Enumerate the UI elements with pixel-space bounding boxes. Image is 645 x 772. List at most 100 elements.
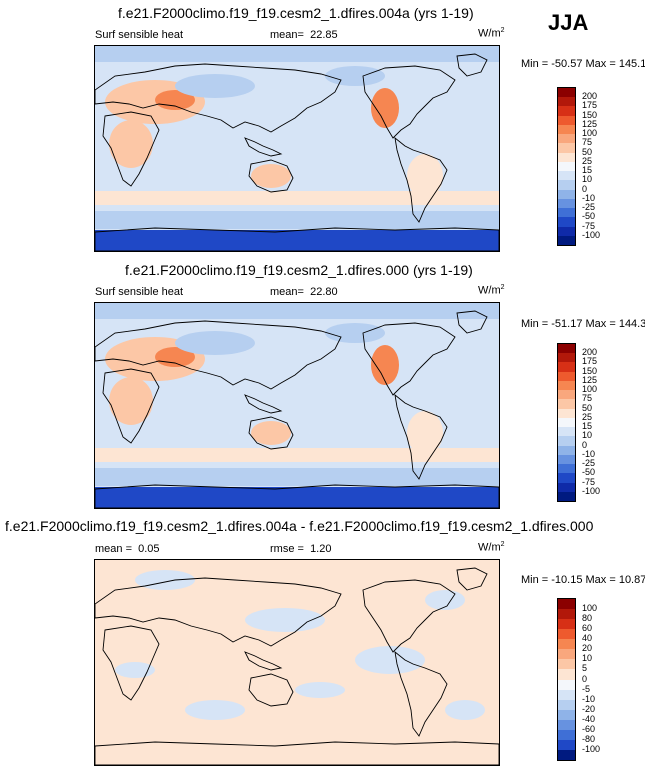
colorbar-tick-label: 15 <box>582 421 593 432</box>
colorbar-tick-label: 10 <box>582 430 593 441</box>
map-contour-region <box>245 608 325 632</box>
colorbar-swatch <box>558 436 575 446</box>
colorbar-tick-label: 25 <box>582 155 593 166</box>
panel3-units-sup: 2 <box>500 541 505 548</box>
colorbar-tick-label: -40 <box>582 713 596 724</box>
coastline <box>394 650 448 737</box>
colorbar-tick-label: 200 <box>582 347 598 358</box>
colorbar-swatch <box>558 689 575 700</box>
colorbar-tick-label: 75 <box>582 137 593 148</box>
colorbar-swatch <box>558 134 575 144</box>
colorbar-swatch <box>558 639 575 650</box>
colorbar-swatch <box>558 609 575 620</box>
coastline <box>362 579 456 653</box>
colorbar-tick-label: -10 <box>582 192 596 203</box>
panel1-mean-label: mean= <box>270 29 304 41</box>
panel2-map-svg <box>95 303 499 508</box>
colorbar-swatch <box>558 445 575 455</box>
colorbar-tick-label: 60 <box>582 623 593 634</box>
colorbar-tick-label: -50 <box>582 211 596 222</box>
colorbar-tick-label: 20 <box>582 643 593 654</box>
colorbar-swatch <box>558 739 575 750</box>
colorbar-tick-label: 40 <box>582 633 593 644</box>
panel3-units-text: W/m <box>478 541 501 554</box>
panel2-units: W/m2 <box>478 284 505 297</box>
colorbar-tick-label: -60 <box>582 723 596 734</box>
colorbar-swatch <box>558 171 575 181</box>
coastline <box>248 159 294 193</box>
panel1-mean: mean= 22.85 <box>270 29 338 41</box>
coastline <box>95 320 342 390</box>
colorbar-swatch <box>558 189 575 199</box>
coastline <box>95 484 499 508</box>
map-contour-region <box>95 46 499 62</box>
panel1-title: f.e21.F2000climo.f19_f19.cesm2_1.dfires.… <box>118 5 474 21</box>
colorbar-swatch <box>558 371 575 381</box>
map-contour-region <box>425 590 465 610</box>
colorbar-tick-label: 150 <box>582 365 598 376</box>
coastline <box>102 625 160 701</box>
map-contour-region <box>445 700 485 720</box>
coastline <box>394 136 448 223</box>
colorbar-tick-label: 175 <box>582 100 598 111</box>
panel2-mean: mean= 22.80 <box>270 286 338 298</box>
colorbar-tick-label: 10 <box>582 174 593 185</box>
coastline <box>244 394 283 414</box>
colorbar-swatch <box>558 408 575 418</box>
coastline <box>456 567 488 591</box>
panel1-map-svg <box>95 46 499 251</box>
coastline <box>248 673 294 707</box>
panel3-minmax: Min = -10.15 Max = 10.87 <box>521 574 645 586</box>
colorbar-tick-label: 0 <box>582 439 588 450</box>
colorbar-swatch <box>558 88 575 98</box>
colorbar-swatch <box>558 619 575 630</box>
panel2-map <box>94 302 500 509</box>
panel2-variable: Surf sensible heat <box>95 286 184 298</box>
panel3-units: W/m2 <box>478 541 505 554</box>
colorbar-tick-label: 5 <box>582 663 588 674</box>
coastline <box>456 310 488 334</box>
map-contour-region <box>109 120 153 168</box>
map-contour-region <box>175 331 255 355</box>
colorbar-tick-label: 80 <box>582 613 593 624</box>
map-contour-region <box>95 448 499 462</box>
panel3-map <box>94 559 500 766</box>
season-label: JJA <box>548 10 589 35</box>
colorbar-swatch <box>558 235 575 245</box>
panel1-units: W/m2 <box>478 27 505 40</box>
coastline <box>95 741 499 765</box>
map-contour-region <box>109 377 153 425</box>
coastline <box>244 651 283 671</box>
map-contour-region <box>95 211 499 229</box>
colorbar-tick-label: 200 <box>582 91 598 102</box>
colorbar-tick-label: 125 <box>582 118 598 129</box>
map-contour-region <box>407 411 443 455</box>
map-contour-region <box>185 700 245 720</box>
map-contour-region <box>95 191 499 205</box>
panel3-mean-label: mean = <box>95 543 132 555</box>
colorbar-tick-label: 25 <box>582 411 593 422</box>
panel3-mean-value: 0.05 <box>138 543 160 555</box>
colorbar-swatch <box>558 749 575 760</box>
colorbar-tick-label: 15 <box>582 165 593 176</box>
colorbar-swatch <box>558 454 575 465</box>
map-contour-region <box>175 74 255 98</box>
colorbar-swatch <box>558 709 575 720</box>
colorbar-tick-label: 0 <box>582 673 588 684</box>
panel1-map <box>94 45 500 252</box>
coastline <box>394 393 448 480</box>
colorbar-tick-label: 75 <box>582 393 593 404</box>
colorbar-swatch <box>558 161 575 172</box>
map-contour-region <box>251 421 291 445</box>
colorbar-swatch <box>558 729 575 740</box>
map-contour-region <box>115 662 155 678</box>
panel2-minmax: Min = -51.17 Max = 144.33 <box>521 318 645 330</box>
colorbar-tick-label: -10 <box>582 448 596 459</box>
colorbar-swatch <box>558 719 575 730</box>
colorbar-tick-label: 150 <box>582 109 598 120</box>
colorbar-tick-label: -25 <box>582 458 596 469</box>
colorbar-tick-label: -100 <box>582 485 601 496</box>
panel1-colorbar <box>557 87 576 246</box>
map-contour-region <box>325 323 385 343</box>
colorbar-swatch <box>558 629 575 640</box>
